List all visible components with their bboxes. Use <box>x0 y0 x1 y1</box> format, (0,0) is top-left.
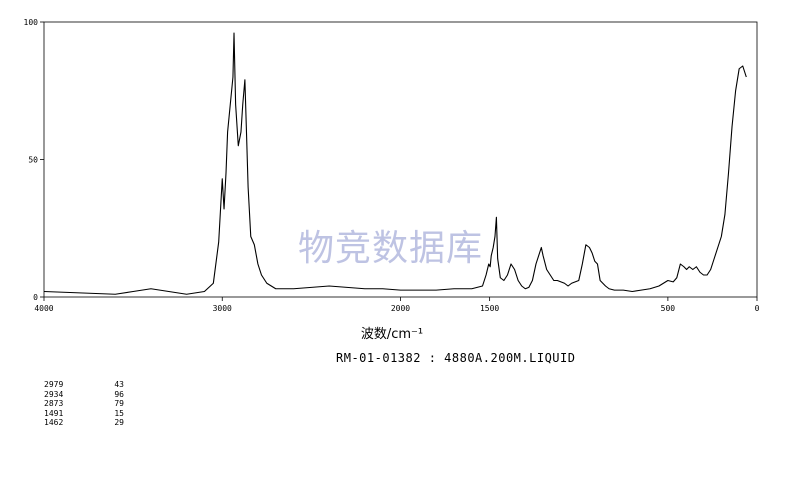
peak-intensity: 96 <box>114 389 124 399</box>
x-tick-label: 1500 <box>480 304 499 313</box>
watermark-text: 物竞数据库 <box>298 228 484 269</box>
spectrum-line <box>43 32 747 295</box>
peak-intensity: 79 <box>114 399 124 408</box>
peak-row: 2979 43 <box>44 380 124 390</box>
peak-row: 2934 96 <box>44 390 124 400</box>
x-tick-label: 4000 <box>34 304 53 313</box>
y-tick-label: 100 <box>24 18 39 27</box>
peak-wavenumber: 2979 <box>44 380 64 389</box>
x-tick-label: 0 <box>755 304 760 313</box>
y-axis-ticks: 0 50 100 <box>24 18 44 302</box>
raman-spectrum-chart: 4000 3000 2000 1500 500 0 0 50 100 波数/cm⁻¹ <box>24 18 760 342</box>
peak-wavenumber: 1491 <box>44 408 64 418</box>
y-tick-label: 0 <box>33 293 38 302</box>
peak-intensity: 29 <box>114 418 124 427</box>
peak-row: 2873 79 <box>44 399 124 409</box>
peak-wavenumber: 1462 <box>44 418 64 427</box>
peak-table: 2979 43 2934 96 2873 79 1491 15 1462 29 <box>44 380 124 428</box>
peak-intensity: 15 <box>114 408 124 418</box>
x-axis-label: 波数/cm⁻¹ <box>361 327 423 342</box>
peak-wavenumber: 2873 <box>44 399 64 408</box>
peak-intensity: 43 <box>114 380 124 389</box>
x-axis-ticks: 4000 3000 2000 1500 500 0 <box>34 297 760 313</box>
y-tick-label: 50 <box>28 156 38 165</box>
peak-row: 1491 15 <box>44 409 124 419</box>
x-tick-label: 500 <box>661 304 676 313</box>
x-tick-label: 3000 <box>213 304 232 313</box>
peak-wavenumber: 2934 <box>44 389 64 399</box>
x-tick-label: 2000 <box>391 304 410 313</box>
peak-row: 1462 29 <box>44 418 124 428</box>
sample-id-label: RM-01-01382 : 4880A.200M.LIQUID <box>336 351 576 365</box>
